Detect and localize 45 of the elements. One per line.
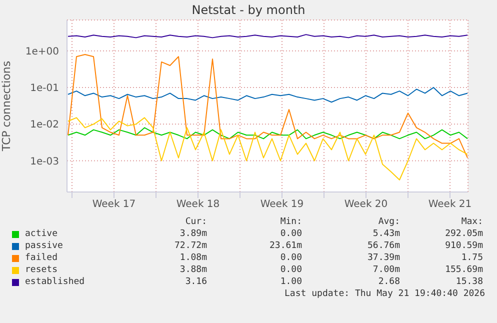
legend-label: failed bbox=[25, 252, 58, 264]
text: 37.39m bbox=[366, 252, 400, 264]
y-tick-label: 1e-02 bbox=[30, 120, 59, 131]
text: 23.61m bbox=[268, 240, 302, 252]
text: 5.43m bbox=[372, 228, 400, 240]
text: 1.75 bbox=[460, 252, 483, 264]
text: Min: bbox=[279, 216, 302, 228]
text: 1.08m bbox=[178, 252, 207, 264]
legend-label: passive bbox=[25, 240, 63, 252]
text: 15.38 bbox=[454, 276, 483, 288]
line-series bbox=[68, 127, 468, 140]
text: 292.05m bbox=[444, 228, 483, 240]
legend-label: established bbox=[25, 276, 85, 288]
text: 3.89m bbox=[178, 228, 207, 240]
text: Last update: Thu May 21 19:40:40 2026 bbox=[284, 288, 486, 300]
text: 3.16 bbox=[184, 276, 207, 288]
text: 72.72m bbox=[173, 240, 207, 252]
x-tick-label: Week 20 bbox=[344, 199, 388, 210]
text: 2.68 bbox=[377, 276, 400, 288]
y-tick-label: 1e+00 bbox=[25, 46, 59, 58]
legend-label: active bbox=[25, 228, 58, 240]
text: Avg: bbox=[377, 216, 400, 228]
text: Max: bbox=[460, 216, 483, 228]
text: Cur: bbox=[184, 216, 207, 228]
x-tick-label: Week 21 bbox=[428, 199, 472, 210]
text: 1.00 bbox=[279, 276, 302, 288]
line-series bbox=[68, 54, 468, 158]
text: 3.88m bbox=[178, 264, 207, 276]
x-tick-label: Week 19 bbox=[260, 199, 304, 210]
y-tick-label: 1e-03 bbox=[30, 156, 59, 168]
text: 7.00m bbox=[372, 264, 400, 276]
line-series bbox=[68, 117, 468, 180]
x-tick-label: Week 17 bbox=[92, 199, 136, 210]
legend-label: resets bbox=[25, 264, 58, 276]
line-series bbox=[68, 87, 468, 103]
y-axis-title: TCP connections bbox=[0, 60, 13, 152]
text: 0.00 bbox=[279, 228, 302, 240]
text: 0.00 bbox=[279, 264, 302, 276]
text: 56.76m bbox=[366, 240, 400, 252]
y-tick-label: 1e-01 bbox=[30, 83, 59, 94]
text: 155.69m bbox=[444, 264, 483, 276]
text: 0.00 bbox=[279, 252, 302, 264]
x-tick-label: Week 18 bbox=[176, 199, 220, 210]
text: 910.59m bbox=[444, 240, 483, 252]
chart-title: Netstat - by month bbox=[190, 2, 306, 18]
